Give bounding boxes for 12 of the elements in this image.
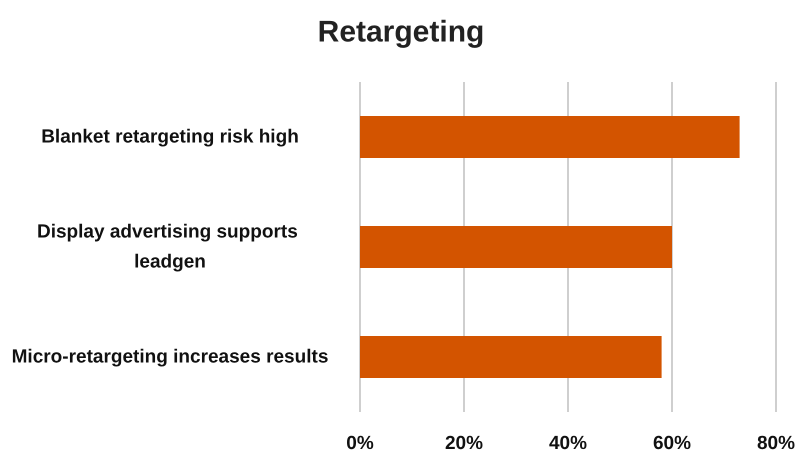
x-tick-label: 20% — [444, 433, 484, 454]
x-tick-label: 60% — [652, 433, 692, 454]
y-tick-label: Display advertising supports leadgen — [36, 222, 304, 272]
x-tick-label: 40% — [548, 433, 588, 454]
y-tick-label: Blanket retargeting risk high — [41, 126, 299, 148]
bar — [360, 226, 672, 268]
bar — [360, 116, 740, 158]
bar — [360, 336, 662, 378]
x-tick-label: 0% — [346, 433, 374, 454]
chart-title: Retargeting — [318, 16, 484, 48]
x-tick-label: 80% — [756, 433, 796, 454]
y-tick-label: Micro-retargeting increases results — [12, 346, 328, 368]
